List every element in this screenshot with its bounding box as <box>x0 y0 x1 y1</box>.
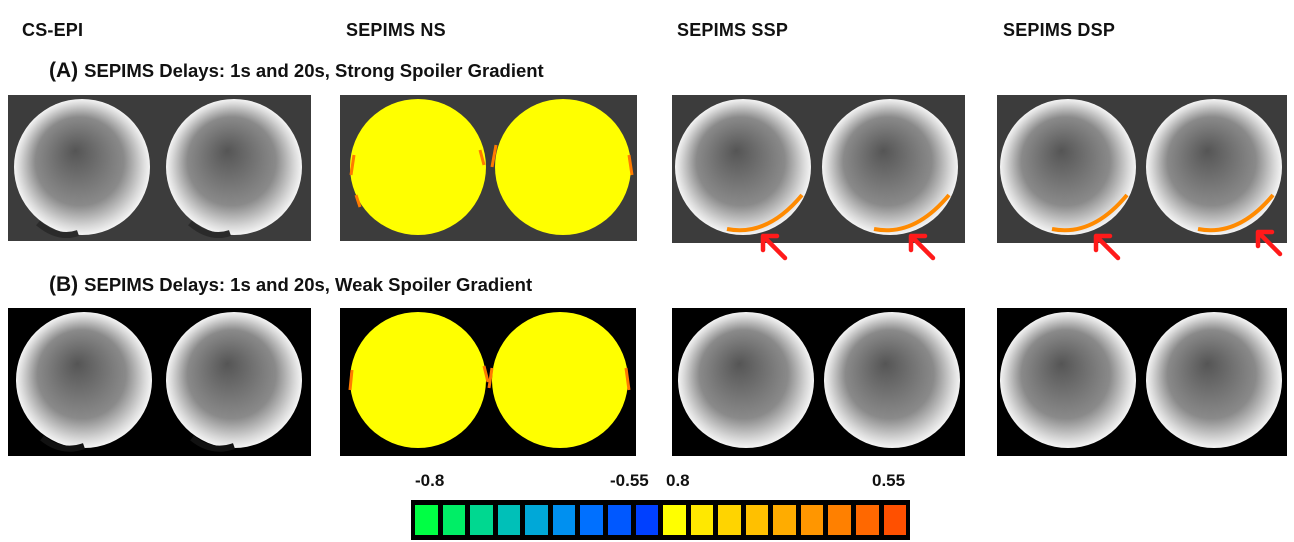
panel-a-cs-epi <box>8 95 311 241</box>
red-arrow-icon <box>1255 229 1283 257</box>
colorbar-label: -0.8 <box>415 471 445 490</box>
phantom-left-overlay <box>350 99 486 235</box>
row-a-label: (A) <box>49 59 79 82</box>
colorbar-cell <box>607 505 631 535</box>
phantom-right-overlay <box>492 312 628 448</box>
phantom-right <box>166 99 302 235</box>
colorbar-cell <box>718 505 741 535</box>
colorbar-cell <box>497 505 521 535</box>
red-arrow-icon <box>760 233 788 261</box>
colorbar-cell <box>800 505 824 535</box>
colorbar-cell <box>635 505 659 535</box>
colorbar-cell <box>415 505 438 535</box>
phantom-left <box>16 312 152 448</box>
colorbar-cell <box>883 505 907 535</box>
panel-a-sepims-ns <box>340 95 637 241</box>
phantom-right <box>1146 312 1282 448</box>
phantom-left <box>675 99 811 235</box>
phantom-right-overlay <box>495 99 631 235</box>
phantom-right <box>822 99 958 235</box>
phantom-right <box>1146 99 1282 235</box>
colorbar <box>411 500 910 540</box>
phantom-left <box>1000 99 1136 235</box>
phantom-right <box>824 312 960 448</box>
colorbar-label: -0.55 <box>610 471 649 490</box>
panel-a-sepims-ssp <box>672 95 965 243</box>
colorbar-cell <box>525 505 548 535</box>
colorbar-cell <box>442 505 466 535</box>
red-arrow-icon <box>1093 233 1121 261</box>
colorbar-cell <box>828 505 851 535</box>
colorbar-cell <box>663 505 686 535</box>
panel-b-sepims-ns <box>340 308 636 456</box>
red-arrow-icon <box>908 233 936 261</box>
colorbar-cell <box>690 505 714 535</box>
row-b-label: (B) <box>49 273 79 296</box>
row-b-description: SEPIMS Delays: 1s and 20s, Weak Spoiler … <box>84 274 533 295</box>
panel-b-sepims-ssp <box>672 308 965 456</box>
column-header-sepims-dsp: SEPIMS DSP <box>1003 20 1116 40</box>
phantom-right <box>166 312 302 448</box>
panel-b-sepims-dsp <box>997 308 1287 456</box>
colorbar-cell <box>856 505 879 535</box>
row-b-title: (B) SEPIMS Delays: 1s and 20s, Weak Spoil… <box>49 273 532 297</box>
column-header-sepims-ssp: SEPIMS SSP <box>677 20 789 40</box>
colorbar-label: 0.8 <box>666 471 690 490</box>
colorbar-cell <box>552 505 576 535</box>
colorbar-cell <box>745 505 769 535</box>
phantom-left <box>1000 312 1136 448</box>
row-a-description: SEPIMS Delays: 1s and 20s, Strong Spoile… <box>84 60 544 81</box>
colorbar-cell <box>470 505 493 535</box>
row-a-title: (A) SEPIMS Delays: 1s and 20s, Strong Spo… <box>49 59 544 83</box>
phantom-left-overlay <box>350 312 486 448</box>
colorbar-cell <box>580 505 603 535</box>
column-header-cs-epi: CS-EPI <box>22 20 84 40</box>
panel-a-sepims-dsp <box>997 95 1287 243</box>
phantom-left <box>14 99 150 235</box>
colorbar-cell <box>773 505 796 535</box>
panel-b-cs-epi <box>8 308 311 456</box>
column-header-sepims-ns: SEPIMS NS <box>346 20 446 40</box>
phantom-left <box>678 312 814 448</box>
colorbar-label: 0.55 <box>872 471 906 490</box>
